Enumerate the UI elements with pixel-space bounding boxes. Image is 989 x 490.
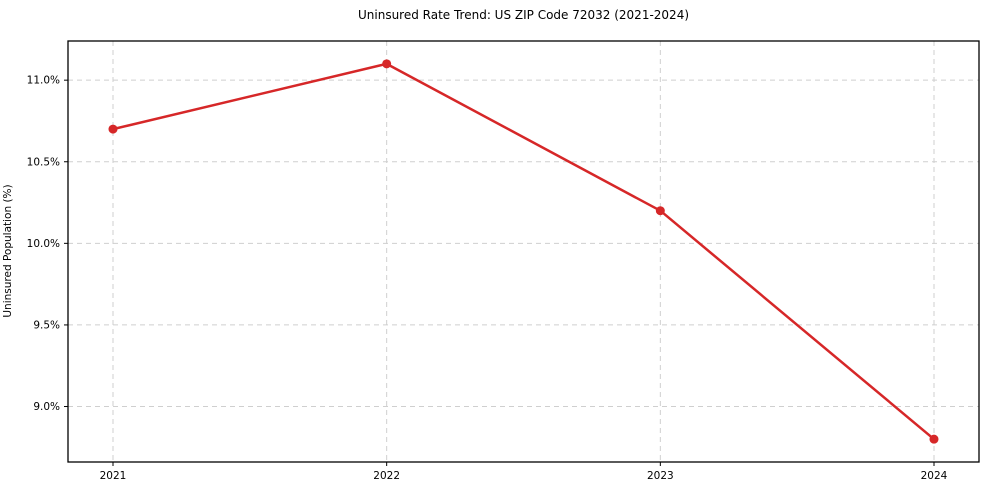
chart-title: Uninsured Rate Trend: US ZIP Code 72032 … [357, 8, 690, 22]
data-point [108, 124, 118, 134]
x-tick-label: 2022 [373, 470, 400, 482]
y-tick-label: 9.0% [33, 401, 60, 413]
x-tick-label: 2023 [647, 470, 674, 482]
x-tick-label: 2024 [921, 470, 948, 482]
data-point-markers [108, 59, 939, 444]
line-series [111, 62, 936, 441]
plot-border [67, 40, 980, 463]
y-tick-labels: 9.0% 9.5% 10.0% 10.5% 11.0% [27, 75, 60, 413]
y-tick-label: 10.0% [27, 238, 60, 250]
y-tick-label: 9.5% [33, 319, 60, 331]
data-point [382, 59, 392, 69]
data-point [655, 206, 665, 216]
x-tick-label: 2021 [100, 470, 127, 482]
y-tick-label: 10.5% [27, 156, 60, 168]
gridlines [68, 41, 979, 462]
axis-ticks [64, 79, 935, 466]
x-tick-labels: 2021 2022 2023 2024 [100, 470, 948, 482]
data-point [929, 434, 939, 444]
y-tick-label: 11.0% [27, 75, 60, 87]
